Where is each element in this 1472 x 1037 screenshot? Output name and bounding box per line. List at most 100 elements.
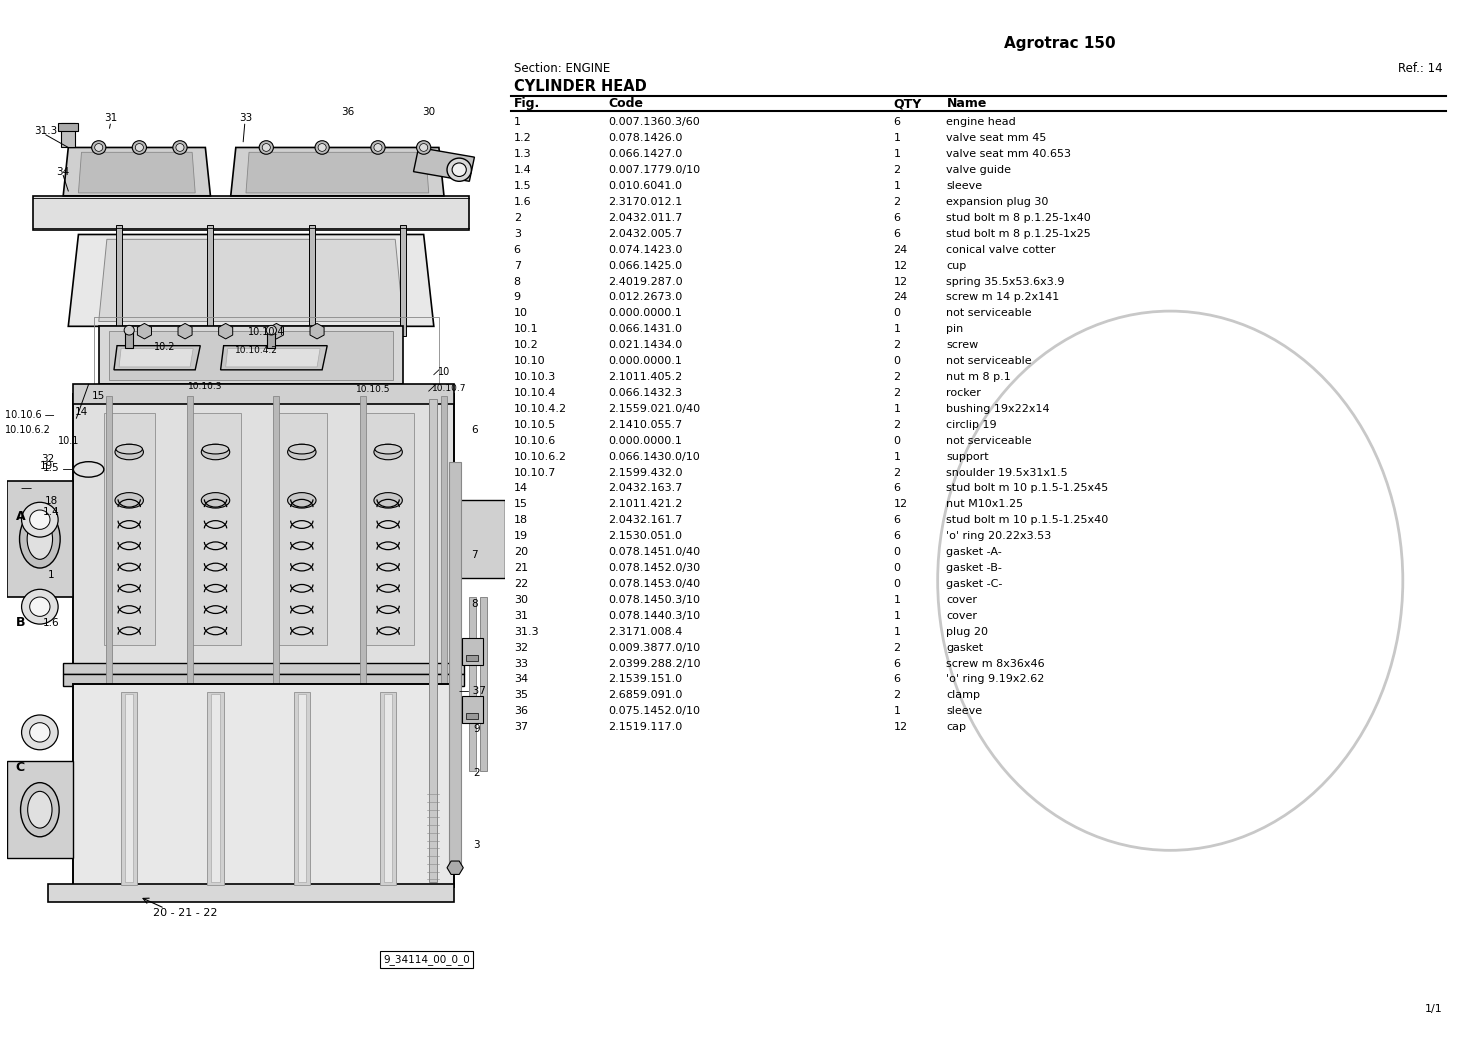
Ellipse shape: [115, 444, 143, 459]
Bar: [208, 225, 213, 336]
Text: 36: 36: [514, 706, 528, 717]
Text: conical valve cotter: conical valve cotter: [946, 245, 1055, 255]
Text: screw: screw: [946, 340, 979, 351]
Text: 1.2: 1.2: [514, 134, 531, 143]
Circle shape: [452, 163, 467, 176]
Ellipse shape: [289, 444, 315, 454]
Text: 2.0432.005.7: 2.0432.005.7: [608, 229, 683, 239]
Text: plug 20: plug 20: [946, 626, 989, 637]
Text: 1: 1: [894, 403, 901, 414]
Bar: [428, 399, 437, 882]
Bar: [294, 692, 311, 886]
Text: snoulder 19.5x31x1.5: snoulder 19.5x31x1.5: [946, 468, 1069, 478]
Text: 2.1011.405.2: 2.1011.405.2: [608, 372, 682, 382]
Text: 6: 6: [514, 245, 521, 255]
Circle shape: [172, 141, 187, 155]
Circle shape: [91, 141, 106, 155]
Circle shape: [371, 141, 386, 155]
Text: 14: 14: [514, 483, 528, 494]
Text: 31.3: 31.3: [514, 626, 539, 637]
Text: 1: 1: [894, 611, 901, 621]
Text: 10.1: 10.1: [57, 437, 79, 446]
Text: 0.012.2673.0: 0.012.2673.0: [608, 292, 682, 303]
Text: 31.3: 31.3: [34, 127, 57, 136]
Bar: [400, 225, 406, 336]
Bar: [297, 694, 306, 882]
Bar: [125, 329, 134, 347]
Text: 10.10.6: 10.10.6: [514, 436, 556, 446]
Text: 2.0432.163.7: 2.0432.163.7: [608, 483, 683, 494]
Bar: [480, 597, 487, 772]
Text: pin: pin: [946, 325, 964, 334]
Text: 2: 2: [473, 767, 480, 778]
Text: 2.1559.021.0/40: 2.1559.021.0/40: [608, 403, 701, 414]
Text: Name: Name: [946, 97, 986, 110]
Text: 1.4: 1.4: [514, 165, 531, 175]
Circle shape: [259, 141, 274, 155]
Text: 'o' ring 9.19x2.62: 'o' ring 9.19x2.62: [946, 674, 1045, 684]
Polygon shape: [221, 345, 327, 370]
Bar: [470, 597, 477, 772]
Text: 9: 9: [514, 292, 521, 303]
Text: 2: 2: [894, 388, 901, 398]
Text: 2: 2: [894, 420, 901, 429]
Ellipse shape: [374, 444, 402, 459]
Text: 0.021.1434.0: 0.021.1434.0: [608, 340, 682, 351]
Polygon shape: [137, 324, 152, 339]
Text: 1.3: 1.3: [514, 149, 531, 160]
Text: 0.066.1425.0: 0.066.1425.0: [608, 260, 682, 271]
Polygon shape: [447, 861, 464, 874]
Bar: [99, 327, 403, 385]
Text: 33: 33: [514, 658, 528, 669]
Text: 2.0432.161.7: 2.0432.161.7: [608, 515, 683, 526]
Text: cap: cap: [946, 722, 967, 732]
Text: 2: 2: [894, 468, 901, 478]
Circle shape: [29, 723, 50, 742]
Text: 1: 1: [894, 149, 901, 160]
Text: 0.074.1423.0: 0.074.1423.0: [608, 245, 683, 255]
Circle shape: [318, 143, 327, 151]
Bar: [106, 396, 112, 686]
Ellipse shape: [19, 510, 60, 568]
Polygon shape: [311, 324, 324, 339]
Text: 10.10.7: 10.10.7: [514, 468, 556, 478]
Text: 10.10.5: 10.10.5: [356, 385, 390, 394]
Text: 19: 19: [40, 461, 53, 472]
Text: 10.10.3: 10.10.3: [188, 383, 222, 391]
Text: 1: 1: [894, 706, 901, 717]
Text: 2.0432.011.7: 2.0432.011.7: [608, 213, 683, 223]
Circle shape: [132, 141, 147, 155]
Circle shape: [262, 143, 271, 151]
Text: 2.1599.432.0: 2.1599.432.0: [608, 468, 683, 478]
Text: 0.000.0000.1: 0.000.0000.1: [608, 356, 682, 366]
Text: 2.3170.012.1: 2.3170.012.1: [608, 197, 682, 207]
Text: not serviceable: not serviceable: [946, 436, 1032, 446]
Text: Fig.: Fig.: [514, 97, 540, 110]
Bar: [7, 481, 74, 597]
Ellipse shape: [287, 493, 316, 508]
Bar: [274, 396, 280, 686]
Ellipse shape: [374, 493, 402, 508]
Text: stud bolt m 8 p.1.25-1x25: stud bolt m 8 p.1.25-1x25: [946, 229, 1091, 239]
Polygon shape: [113, 345, 200, 370]
Text: 2: 2: [514, 213, 521, 223]
Text: A: A: [16, 510, 25, 523]
Circle shape: [135, 143, 143, 151]
Circle shape: [420, 143, 428, 151]
Text: 0.009.3877.0/10: 0.009.3877.0/10: [608, 643, 701, 652]
Bar: [362, 414, 414, 645]
Circle shape: [447, 158, 471, 181]
Polygon shape: [246, 152, 428, 193]
Text: 7: 7: [471, 551, 478, 560]
Text: 1.4: 1.4: [43, 507, 59, 516]
Bar: [74, 385, 455, 403]
Circle shape: [29, 597, 50, 616]
Text: 30: 30: [514, 595, 528, 605]
Text: 0.010.6041.0: 0.010.6041.0: [608, 181, 682, 191]
Bar: [63, 674, 464, 686]
Bar: [384, 694, 392, 882]
Text: 1: 1: [894, 134, 901, 143]
Text: screw m 14 p.2x141: screw m 14 p.2x141: [946, 292, 1060, 303]
Text: 2.1519.117.0: 2.1519.117.0: [608, 722, 682, 732]
Bar: [268, 329, 275, 347]
